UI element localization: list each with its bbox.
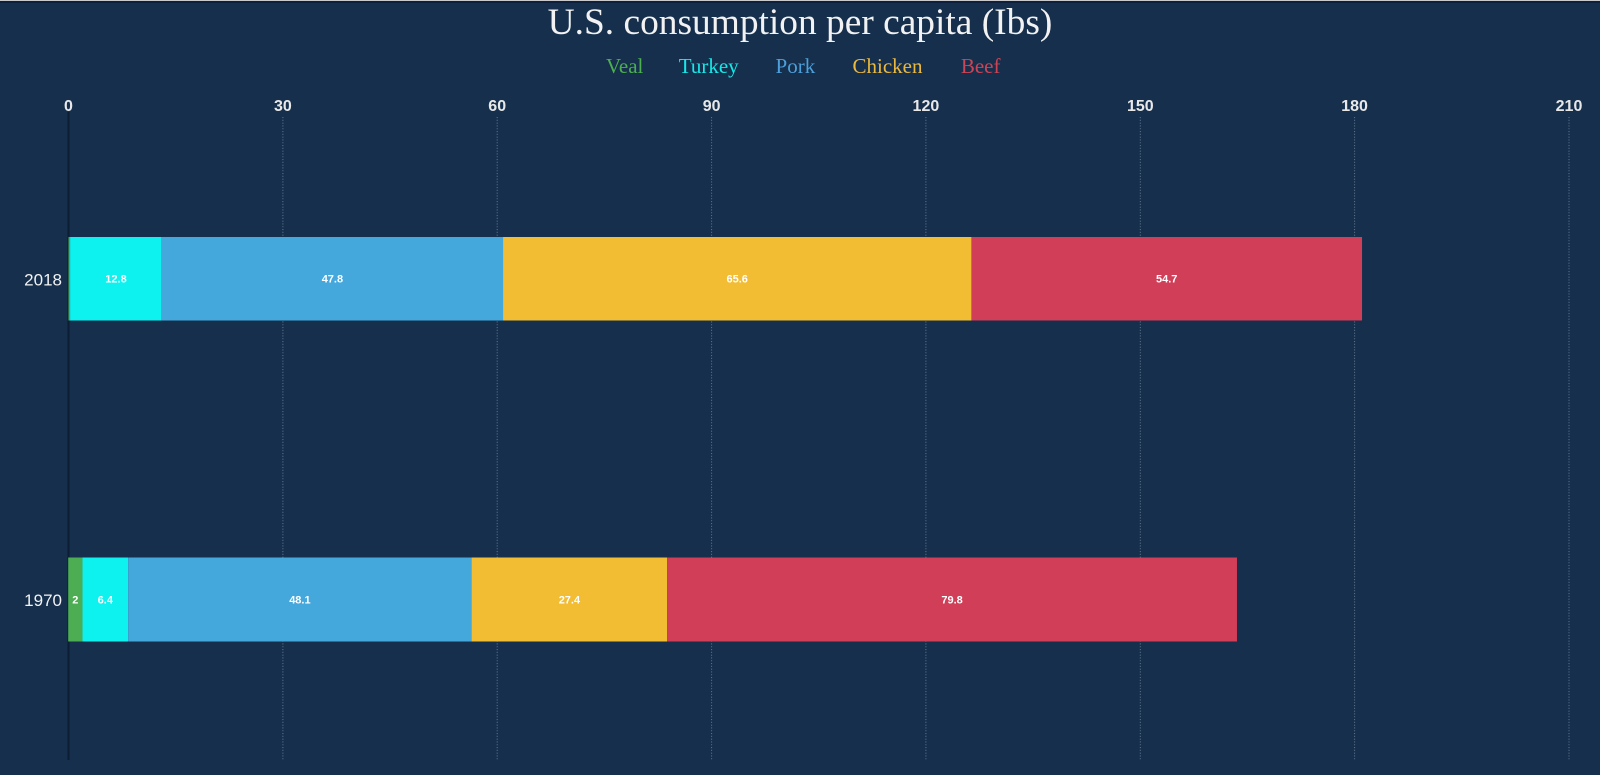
svg-text:2018: 2018 [24,271,62,290]
svg-text:Turkey: Turkey [679,54,739,78]
svg-text:2: 2 [72,595,78,607]
svg-text:12.8: 12.8 [105,274,126,286]
svg-text:150: 150 [1127,98,1154,115]
svg-text:79.8: 79.8 [941,595,962,607]
svg-text:30: 30 [274,98,292,115]
svg-text:Pork: Pork [776,54,816,78]
svg-text:1970: 1970 [24,591,62,610]
svg-text:48.1: 48.1 [289,595,310,607]
svg-text:47.8: 47.8 [322,274,343,286]
svg-text:120: 120 [913,98,940,115]
svg-text:Chicken: Chicken [853,54,923,78]
svg-text:65.6: 65.6 [726,274,747,286]
svg-text:Veal: Veal [606,54,643,78]
svg-text:0: 0 [64,98,73,115]
svg-text:27.4: 27.4 [559,595,581,607]
svg-text:U.S. consumption per capita (I: U.S. consumption per capita (Ibs) [548,2,1053,43]
svg-text:90: 90 [703,98,721,115]
svg-text:60: 60 [488,98,506,115]
svg-text:180: 180 [1341,98,1368,115]
svg-text:Beef: Beef [961,54,1001,78]
svg-text:54.7: 54.7 [1156,274,1177,286]
svg-text:6.4: 6.4 [98,595,114,607]
svg-text:210: 210 [1556,98,1583,115]
